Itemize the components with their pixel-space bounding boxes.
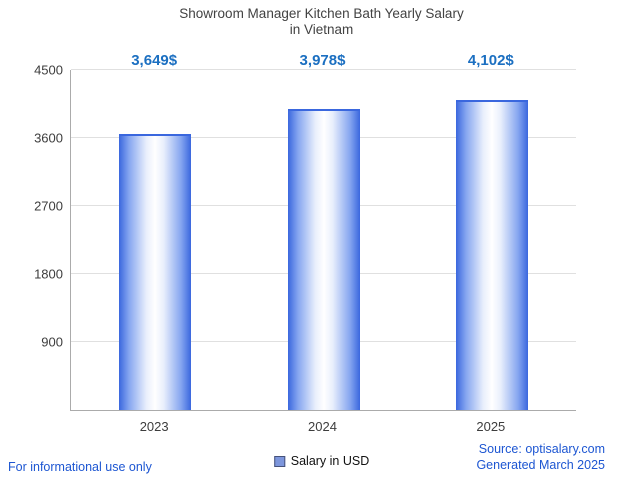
legend-swatch-icon bbox=[273, 455, 285, 467]
y-tick-label: 2700 bbox=[34, 198, 63, 214]
chart-title-line2: in Vietnam bbox=[289, 22, 354, 37]
value-label: 3,978$ bbox=[299, 52, 346, 69]
y-tick-label: 1800 bbox=[34, 266, 63, 282]
bar-2025 bbox=[455, 100, 528, 410]
plot-area bbox=[70, 69, 576, 411]
gridline bbox=[71, 69, 576, 70]
bar-2023 bbox=[119, 134, 192, 410]
value-label: 4,102$ bbox=[467, 52, 514, 69]
x-axis-labels: 2023 2024 2025 bbox=[70, 419, 575, 435]
generated-date: Generated March 2025 bbox=[476, 458, 605, 472]
y-axis: 900 1800 2700 3600 4500 bbox=[0, 63, 63, 410]
y-tick-label: 4500 bbox=[34, 62, 63, 78]
chart-title-line1: Showroom Manager Kitchen Bath Yearly Sal… bbox=[179, 6, 464, 21]
bar-2024 bbox=[287, 109, 360, 410]
value-labels-row: 3,649$ 3,978$ 4,102$ bbox=[70, 52, 575, 70]
x-tick-label: 2024 bbox=[308, 419, 337, 434]
y-tick-label: 900 bbox=[41, 334, 63, 350]
source-info: Source: optisalary.com Generated March 2… bbox=[476, 441, 605, 473]
x-tick-label: 2025 bbox=[476, 419, 506, 434]
legend-label: Salary in USD bbox=[290, 454, 370, 468]
source-link[interactable]: Source: optisalary.com bbox=[478, 442, 605, 456]
disclaimer-text: For informational use only bbox=[8, 460, 152, 474]
chart-title: Showroom Manager Kitchen Bath Yearly Sal… bbox=[0, 6, 643, 38]
value-label: 3,649$ bbox=[131, 52, 178, 69]
legend: Salary in USD bbox=[273, 454, 370, 468]
x-tick-label: 2023 bbox=[139, 419, 169, 434]
y-tick-label: 3600 bbox=[34, 130, 63, 146]
